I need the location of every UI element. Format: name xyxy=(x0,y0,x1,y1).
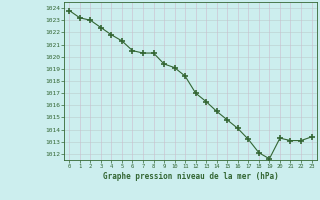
X-axis label: Graphe pression niveau de la mer (hPa): Graphe pression niveau de la mer (hPa) xyxy=(102,172,278,181)
